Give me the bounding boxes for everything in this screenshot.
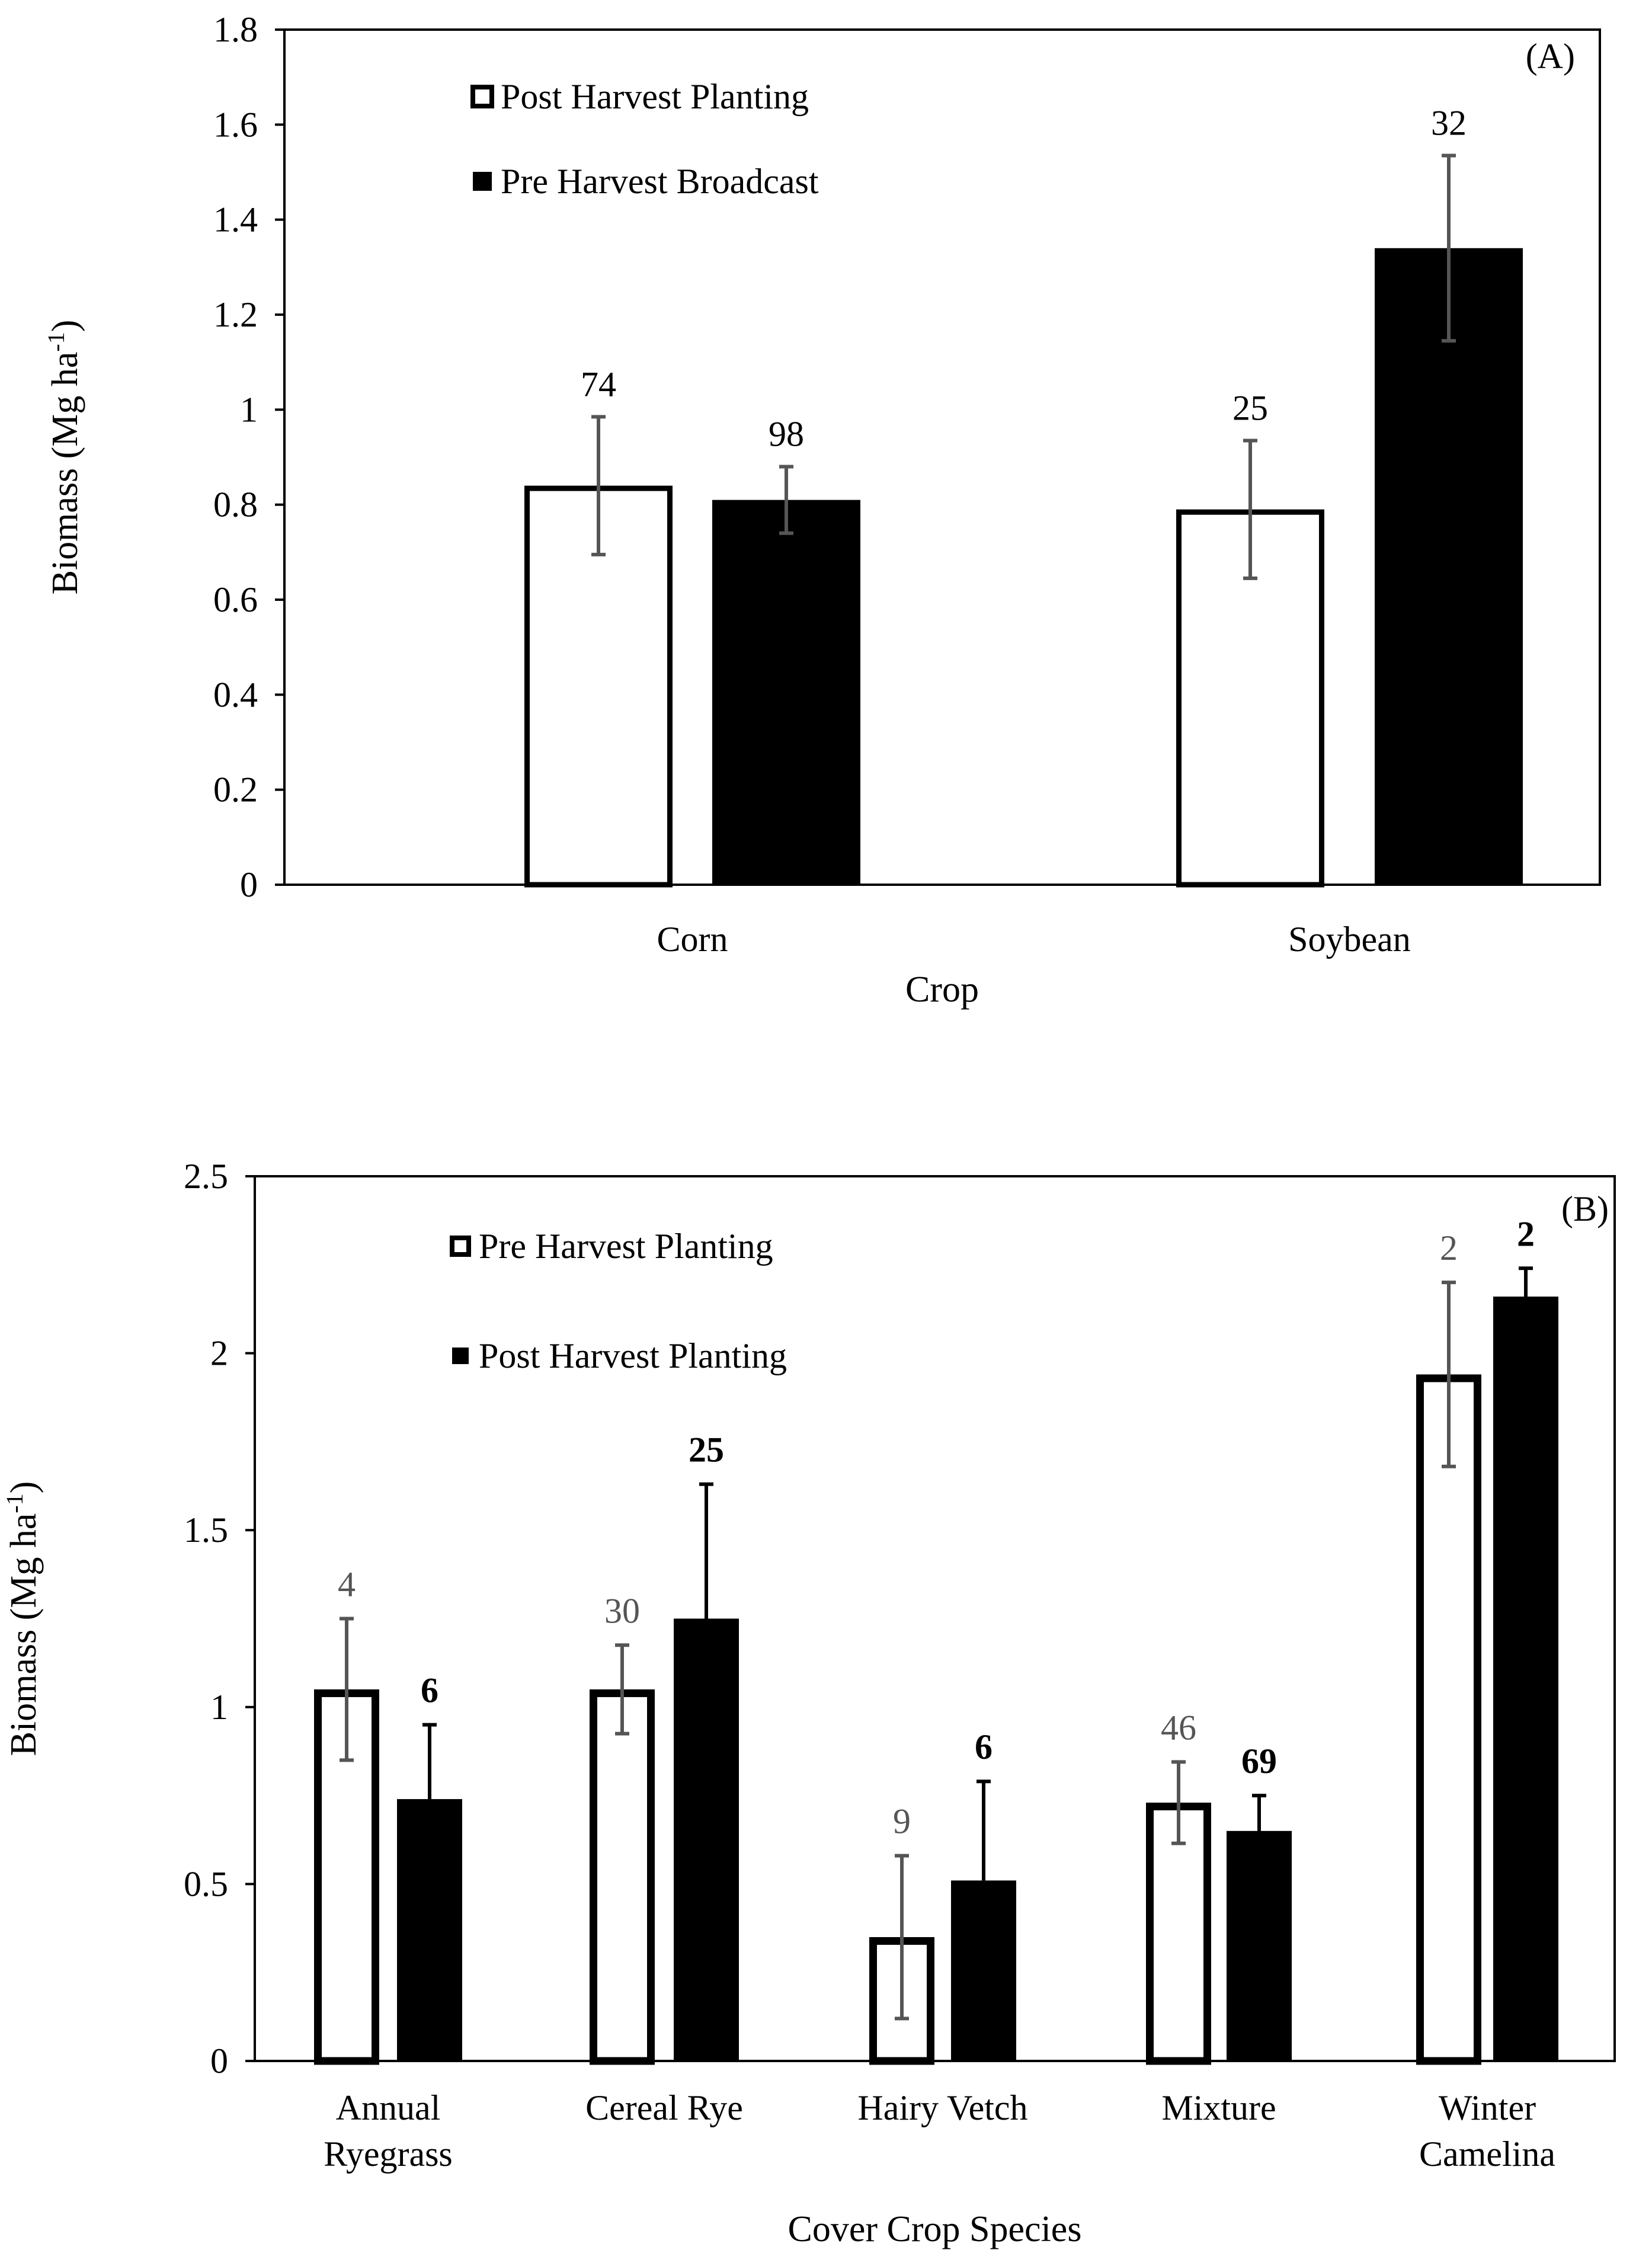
y-axis-title: Biomass (Mg ha-1): [43, 320, 85, 595]
x-category-label: Mixture: [1161, 2088, 1276, 2127]
y-tick-label: 1: [240, 390, 258, 429]
x-axis-title: Crop: [905, 969, 979, 1010]
chart-panel-b: 0 0.5 1 1.5 2 2.5 Biomass (Mg ha-1) Annual Ryegr…: [1, 1157, 1616, 2249]
legend-swatch: [450, 1236, 471, 1257]
bar: [1416, 1374, 1481, 2065]
y-tick-label: 0: [210, 2041, 228, 2081]
bar: [590, 1689, 655, 2065]
sample-size-label: 98: [769, 415, 804, 454]
bar: [1227, 1830, 1292, 2061]
bar: [1375, 248, 1523, 885]
plot-frame: [283, 28, 1601, 886]
bar: [397, 1799, 462, 2061]
y-tick-label: 1.6: [213, 105, 258, 144]
sample-size-label: 6: [421, 1671, 438, 1710]
y-axis-title: Biomass (Mg ha-1): [1, 1481, 44, 1756]
y-tick-label: 1: [210, 1688, 228, 1727]
y-tick-label: 0: [240, 865, 258, 904]
x-category-label: Winter: [1439, 2088, 1536, 2127]
bar: [951, 1880, 1016, 2061]
y-tick-label: 2.5: [184, 1157, 228, 1196]
sample-size-label: 69: [1241, 1742, 1277, 1781]
legend-label: Post Harvest Planting: [501, 77, 809, 116]
legend-swatch: [473, 172, 492, 191]
sample-size-label: 74: [581, 364, 616, 404]
x-category-label: Soybean: [1288, 920, 1411, 959]
y-tick-label: 0.8: [213, 485, 258, 524]
y-tick-label: 0.5: [184, 1864, 228, 1903]
y-tick-label: 1.8: [213, 10, 258, 49]
x-category-label: Cereal Rye: [585, 2088, 743, 2127]
sample-size-label: 2: [1440, 1228, 1458, 1268]
plot-frame: [254, 1175, 1616, 2062]
y-tick-label: 0.2: [213, 770, 258, 809]
x-category-label: Corn: [657, 920, 728, 959]
sample-size-label: 4: [338, 1565, 356, 1604]
sample-size-label: 25: [689, 1430, 724, 1470]
sample-size-label: 30: [604, 1591, 640, 1630]
bar: [1146, 1803, 1211, 2065]
panel-label: (B): [1561, 1189, 1609, 1228]
sample-size-label: 6: [975, 1727, 993, 1766]
legend-label: Pre Harvest Planting: [479, 1227, 773, 1266]
legend-swatch: [470, 85, 494, 108]
x-category-label: Annual: [336, 2088, 441, 2127]
panel-label: (A): [1526, 37, 1575, 76]
legend-swatch: [452, 1348, 469, 1364]
legend-label: Post Harvest Planting: [479, 1336, 787, 1375]
sample-size-label: 9: [893, 1802, 911, 1841]
y-tick-label: 1.2: [213, 295, 258, 334]
bar: [674, 1618, 739, 2061]
sample-size-label: 32: [1431, 103, 1467, 142]
x-axis-title: Cover Crop Species: [788, 2209, 1082, 2249]
x-category-label: Ryegrass: [324, 2134, 453, 2174]
y-tick-label: 0.4: [213, 675, 258, 714]
y-tick-label: 2: [210, 1334, 228, 1373]
x-category-label: Camelina: [1419, 2134, 1555, 2174]
sample-size-label: 2: [1517, 1214, 1535, 1253]
sample-size-label: 46: [1161, 1708, 1196, 1747]
y-tick-label: 1.5: [184, 1510, 228, 1550]
y-tick-label: 1.4: [213, 200, 258, 239]
bar: [712, 500, 860, 885]
bar: [1176, 509, 1324, 888]
bar: [1493, 1297, 1558, 2061]
x-category-label: Hairy Vetch: [857, 2088, 1027, 2127]
sample-size-label: 25: [1232, 388, 1268, 427]
chart-panel-a: 0 0.2 0.4 0.6 0.8 1 1.2 1.4 1.6 1.8 Biomass (Mg ha…: [43, 10, 1601, 1010]
legend-label: Pre Harvest Broadcast: [501, 162, 819, 201]
y-tick-label: 0.6: [213, 580, 258, 619]
